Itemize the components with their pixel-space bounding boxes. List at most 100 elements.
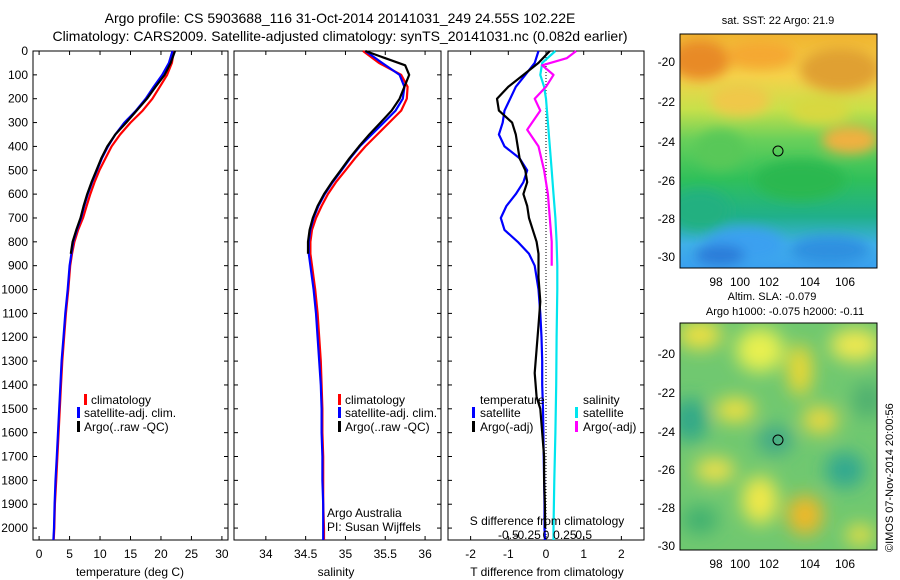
depth-tick-label: 1700 xyxy=(1,450,28,464)
legend-swatch-argo xyxy=(338,421,341,432)
legend-label-satellite: satellite-adj. clim. xyxy=(84,406,176,420)
legend-label-argo: Argo(..raw -QC) xyxy=(84,420,169,434)
legend-label-t-satellite: satellite xyxy=(480,406,521,420)
x-top-tick-label: -0.25 xyxy=(513,528,541,542)
argo-location-marker xyxy=(772,145,784,157)
series-line-climatology xyxy=(309,50,409,540)
depth-tick-label: 1300 xyxy=(1,354,28,368)
series-line-t-satellite xyxy=(497,50,546,541)
sst-lon-tick: 106 xyxy=(835,275,855,289)
x-tick-label: 35 xyxy=(339,547,353,561)
sst-map-title: sat. SST: 22 Argo: 21.9 xyxy=(722,15,835,27)
x-tick-label: 35.5 xyxy=(374,547,398,561)
legend-label-climatology: climatology xyxy=(345,393,405,407)
x-tick-label: 15 xyxy=(124,547,138,561)
depth-tick-label: 1100 xyxy=(2,306,28,320)
sla-lat-ticks: -20 -22 -24 -26 -28 -30 xyxy=(658,347,676,553)
legend-label-s-argo: Argo(-adj) xyxy=(583,420,636,434)
legend-label-s-satellite: satellite xyxy=(583,406,624,420)
legend-header-salinity: salinity xyxy=(583,393,620,407)
series-line-argo xyxy=(306,49,411,254)
sla-lat-tick: -22 xyxy=(658,386,676,400)
sst-lat-ticks: -20 -22 -24 -26 -28 -30 xyxy=(658,55,676,264)
sst-lon-ticks: 98 100 102 104 106 xyxy=(709,275,855,289)
sla-lon-ticks: 98 100 102 104 106 xyxy=(709,557,855,571)
depth-tick-label: 700 xyxy=(8,211,28,225)
depth-tick-label: 500 xyxy=(8,163,28,177)
difference-legend: temperature salinity satellite Argo(-adj… xyxy=(472,393,636,434)
difference-xlabel-t: T difference from climatology xyxy=(470,565,624,579)
series-line-t-argo xyxy=(495,50,551,529)
series-line-climatology xyxy=(52,50,175,541)
sla-lat-tick: -30 xyxy=(658,539,676,553)
salinity-plot-frame xyxy=(233,50,442,541)
temperature-series xyxy=(52,50,177,541)
legend-label-t-argo: Argo(-adj) xyxy=(480,420,533,434)
x-tick-label: 36 xyxy=(418,547,432,561)
depth-tick-label: 1900 xyxy=(1,497,28,511)
legend-swatch-climatology xyxy=(84,394,87,405)
salinity-annotation-line-1: Argo Australia xyxy=(327,506,402,520)
depth-tick-label: 600 xyxy=(8,187,28,201)
depth-tick-label: 1600 xyxy=(1,426,28,440)
sla-lon-tick: 106 xyxy=(835,557,855,571)
sst-lon-tick: 104 xyxy=(800,275,820,289)
legend-swatch-climatology xyxy=(338,394,341,405)
depth-tick-label: 400 xyxy=(8,139,28,153)
depth-tick-label: 1800 xyxy=(1,473,28,487)
legend-label-satellite: satellite-adj. clim. xyxy=(345,406,437,420)
difference-series xyxy=(495,50,577,541)
temperature-plot-frame xyxy=(32,50,229,541)
x-top-tick-label: 0 xyxy=(543,528,550,542)
sst-lon-tick: 102 xyxy=(759,275,779,289)
sla-lat-tick: -26 xyxy=(658,463,676,477)
salinity-x-axis: 34 34.5 35 35.5 36 xyxy=(259,51,432,561)
salinity-xlabel: salinity xyxy=(318,565,355,579)
sla-lat-tick: -20 xyxy=(658,347,676,361)
depth-tick-label: 200 xyxy=(8,92,28,106)
sst-map-image xyxy=(680,34,877,268)
x-tick-label: 25 xyxy=(185,547,199,561)
difference-plot-frame xyxy=(447,50,645,541)
depth-tick-label: 900 xyxy=(8,259,28,273)
legend-swatch-s-satellite xyxy=(575,407,578,418)
depth-tick-label: 1000 xyxy=(1,283,28,297)
sst-lat-tick: -20 xyxy=(658,55,676,69)
x-top-tick-label: -0.5 xyxy=(498,528,519,542)
series-line-s-satellite xyxy=(539,50,559,540)
sla-lon-tick: 98 xyxy=(709,557,723,571)
sla-lon-tick: 102 xyxy=(759,557,779,571)
legend-header-temperature: temperature xyxy=(480,393,545,407)
sla-lon-tick: 100 xyxy=(730,557,750,571)
imos-credit: ©IMOS 07-Nov-2014 20:00:56 xyxy=(884,403,896,552)
sla-map-frame xyxy=(679,322,878,551)
temperature-legend: climatology satellite-adj. clim. Argo(..… xyxy=(77,393,176,434)
depth-tick-label: 1400 xyxy=(1,378,28,392)
salinity-legend: climatology satellite-adj. clim. Argo(..… xyxy=(338,393,437,434)
title-line-1: Argo profile: CS 5903688_116 31-Oct-2014… xyxy=(104,10,576,26)
sla-map-title-1: Altim. SLA: -0.079 xyxy=(728,291,817,303)
temperature-xlabel: temperature (deg C) xyxy=(76,565,184,579)
sst-map-frame xyxy=(679,33,878,269)
sst-lat-tick: -28 xyxy=(658,212,676,226)
x-tick-label: 1 xyxy=(580,547,587,561)
depth-tick-label: 1500 xyxy=(1,402,28,416)
x-tick-label: 10 xyxy=(93,547,107,561)
x-tick-label: -1 xyxy=(503,547,514,561)
legend-swatch-argo xyxy=(77,421,80,432)
legend-swatch-satellite xyxy=(77,407,80,418)
series-line-argo xyxy=(69,50,177,254)
depth-tick-label: 300 xyxy=(8,116,28,130)
sla-lon-tick: 104 xyxy=(800,557,820,571)
x-tick-label: -2 xyxy=(465,547,476,561)
depth-tick-label: 800 xyxy=(8,235,28,249)
x-tick-label: 5 xyxy=(66,547,73,561)
series-line-satellite xyxy=(52,50,174,541)
sst-lat-tick: -24 xyxy=(658,135,676,149)
sst-lon-tick: 100 xyxy=(730,275,750,289)
temperature-x-axis: 0 5 10 15 20 25 30 xyxy=(36,51,229,561)
sla-lat-tick: -28 xyxy=(658,501,676,515)
sla-map-title-2: Argo h1000: -0.075 h2000: -0.11 xyxy=(706,306,864,318)
depth-tick-label: 1200 xyxy=(1,330,28,344)
sla-map-image xyxy=(680,323,877,550)
